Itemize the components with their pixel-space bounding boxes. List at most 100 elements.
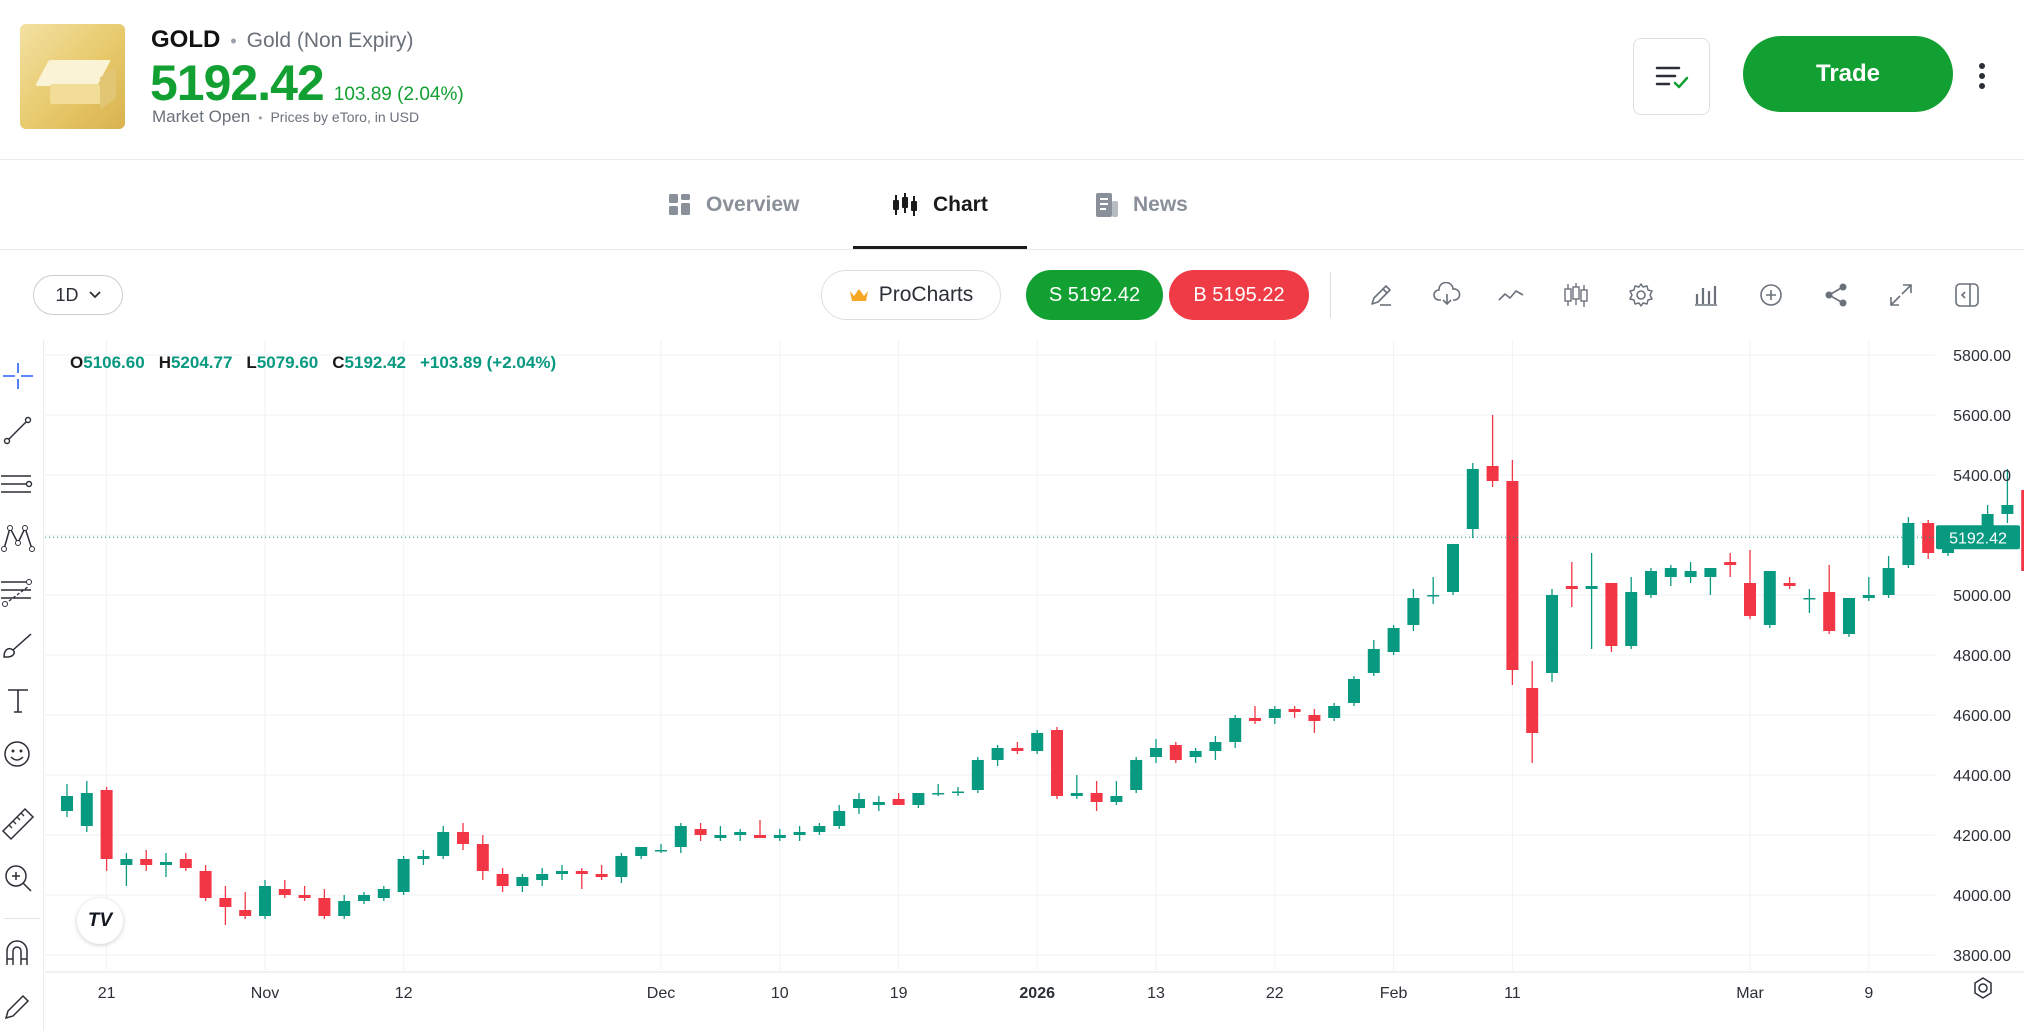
candle-body (1585, 586, 1598, 589)
watchlist-button[interactable] (1633, 38, 1710, 115)
candle-body (1308, 715, 1321, 721)
candle (892, 793, 905, 805)
candle-body (1348, 679, 1360, 703)
candle-body (259, 886, 271, 916)
candle-body (417, 856, 430, 859)
x-tick-label: 19 (890, 985, 908, 1002)
candle-body (714, 835, 727, 838)
grid-icon (669, 194, 690, 215)
candle-body (2001, 505, 2014, 514)
candle-body (1843, 598, 1855, 634)
candle (1189, 748, 1202, 763)
tab-chart[interactable]: Chart (891, 160, 988, 250)
candle (754, 820, 766, 838)
zoom-in-icon[interactable] (0, 860, 36, 896)
bars-icon[interactable] (1689, 278, 1723, 312)
tab-news[interactable]: News (1095, 160, 1188, 250)
candle (1407, 589, 1420, 631)
toolbar-divider (1330, 272, 1331, 318)
candle-body (1625, 592, 1638, 646)
magnet-icon[interactable] (0, 934, 36, 970)
candle (1427, 577, 1440, 604)
candle (377, 886, 390, 901)
axis-settings-icon[interactable] (1970, 975, 1996, 1006)
candle (793, 826, 806, 841)
candle (536, 868, 549, 886)
line-chart-icon[interactable] (1494, 278, 1528, 312)
crosshair-icon[interactable] (0, 358, 36, 394)
candle (971, 757, 984, 793)
ticker-symbol: GOLD (151, 26, 221, 53)
tradingview-logo-icon[interactable]: TV (77, 898, 123, 944)
pencil-lock-icon[interactable] (0, 988, 36, 1024)
ohlc-low-label: L (246, 353, 257, 372)
candle-body (1823, 592, 1836, 631)
candle-body (1704, 568, 1717, 577)
collapse-panel-icon[interactable] (1950, 278, 1984, 312)
fib-icon[interactable] (0, 574, 36, 610)
candle-body (971, 760, 984, 790)
candles-icon[interactable] (1559, 278, 1593, 312)
candle-body (1664, 568, 1677, 577)
candle (872, 796, 885, 811)
candle-body (1209, 742, 1222, 751)
y-tick-label: 3800.00 (1953, 948, 2011, 965)
sell-button[interactable]: S 5192.42 (1026, 270, 1163, 320)
candle-body (1328, 706, 1341, 718)
candle-body (1407, 598, 1420, 625)
candle-body (496, 874, 509, 886)
candle (1288, 706, 1301, 718)
price-chart[interactable]: 5800.005600.005400.005200.005000.004800.… (45, 340, 2024, 1030)
text-icon[interactable] (0, 682, 36, 718)
candle (1051, 727, 1063, 799)
ruler-icon[interactable] (0, 806, 36, 842)
candle-body (100, 790, 113, 859)
share-icon[interactable] (1819, 278, 1853, 312)
cloud-icon[interactable] (1430, 278, 1464, 312)
candle-body (160, 862, 172, 865)
emoji-icon[interactable] (0, 736, 36, 772)
candlestick-chart[interactable]: 5800.005600.005400.005200.005000.004800.… (45, 340, 2024, 1030)
horizontal-lines-icon[interactable] (0, 466, 36, 502)
candlestick-icon (893, 193, 917, 216)
ohlc-close-label: C (332, 353, 345, 372)
candle (1249, 706, 1261, 724)
candle-body (694, 829, 707, 835)
candle-body (952, 791, 964, 793)
candle (734, 829, 747, 841)
more-vertical-icon[interactable] (1972, 56, 1992, 96)
tab-overview[interactable]: Overview (668, 160, 799, 250)
candle-body (278, 889, 291, 895)
candle-body (219, 898, 232, 907)
candle-body (516, 877, 529, 886)
y-tick-label: 5600.00 (1953, 408, 2011, 425)
candle-body (813, 826, 826, 832)
expand-icon[interactable] (1884, 278, 1918, 312)
pattern-icon[interactable] (0, 520, 36, 556)
settings-icon[interactable] (1624, 278, 1658, 312)
procharts-button[interactable]: ProCharts (821, 270, 1001, 320)
interval-select[interactable]: 1D (33, 275, 123, 315)
candle-body (1051, 730, 1063, 796)
candle-body (1150, 748, 1162, 757)
trade-button[interactable]: Trade (1743, 36, 1953, 112)
candle (1704, 568, 1717, 595)
candle-body (1783, 583, 1796, 586)
candle-body (318, 898, 331, 916)
candle-body (1763, 571, 1776, 625)
plus-circle-icon[interactable] (1754, 278, 1788, 312)
candle (1862, 577, 1875, 601)
draw-icon[interactable] (1364, 278, 1398, 312)
procharts-label: ProCharts (878, 283, 974, 306)
drawing-tools-sidebar (0, 340, 44, 1030)
candle (1486, 415, 1499, 487)
x-tick-label: 11 (1504, 985, 1521, 1002)
candle-body (793, 832, 806, 835)
candle-body (239, 910, 252, 916)
candle (278, 880, 291, 898)
buy-button[interactable]: B 5195.22 (1169, 270, 1309, 320)
trend-line-icon[interactable] (0, 412, 36, 448)
brush-icon[interactable] (0, 628, 36, 664)
candle (991, 745, 1004, 766)
candle (358, 892, 370, 904)
